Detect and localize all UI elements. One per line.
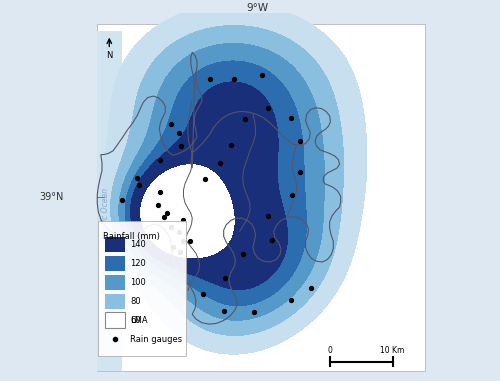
- Bar: [105, 275, 125, 290]
- Text: 100: 100: [130, 278, 146, 287]
- Text: 39°N: 39°N: [39, 192, 64, 202]
- Bar: [105, 313, 125, 328]
- Text: 80: 80: [130, 297, 141, 306]
- Text: Rain gauges: Rain gauges: [130, 335, 182, 344]
- Text: 140: 140: [130, 240, 146, 249]
- Text: Rainfall (mm): Rainfall (mm): [102, 232, 160, 241]
- Text: N: N: [106, 51, 112, 60]
- Bar: [105, 294, 125, 309]
- Text: 120: 120: [130, 259, 146, 268]
- Bar: [105, 237, 125, 252]
- Text: 60: 60: [130, 316, 141, 325]
- Text: 10 Km: 10 Km: [380, 346, 404, 355]
- Text: 9°W: 9°W: [246, 3, 268, 13]
- Text: LMA: LMA: [130, 315, 148, 325]
- Text: Atlantic Ocean: Atlantic Ocean: [101, 187, 110, 244]
- Bar: [98, 221, 186, 356]
- Text: 0: 0: [328, 346, 333, 355]
- Polygon shape: [96, 31, 122, 371]
- Bar: [105, 256, 125, 271]
- Bar: [105, 312, 125, 328]
